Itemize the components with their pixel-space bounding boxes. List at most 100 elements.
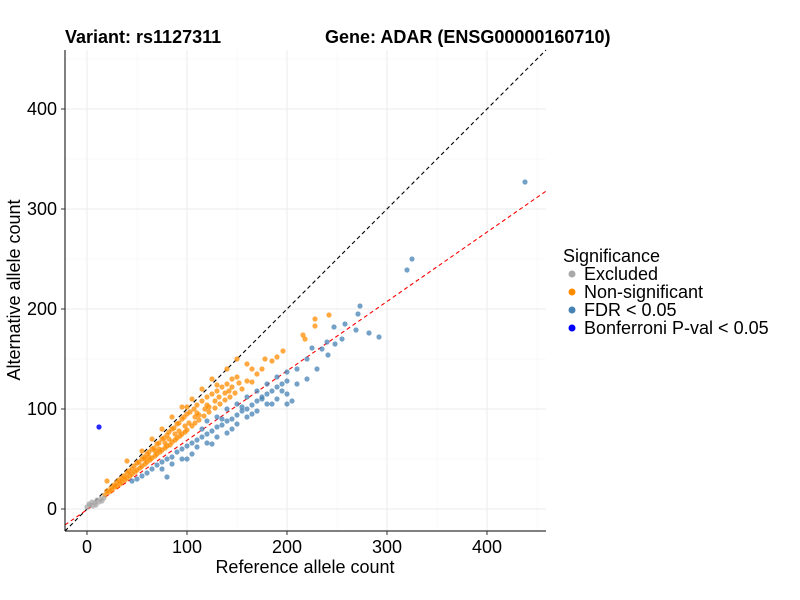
x-tick-label: 200 [272, 537, 302, 557]
data-point [302, 336, 308, 342]
data-point [199, 434, 205, 440]
data-point [234, 421, 240, 427]
data-point [179, 456, 185, 462]
data-point [239, 404, 245, 410]
data-point [194, 402, 200, 408]
data-point [154, 462, 160, 468]
data-point [312, 316, 318, 322]
legend-key-3 [568, 324, 576, 332]
data-point [229, 426, 235, 432]
data-point [169, 454, 175, 460]
data-point [304, 376, 310, 382]
data-point [139, 473, 145, 479]
data-point [204, 402, 210, 408]
data-point [229, 416, 235, 422]
data-point [229, 384, 235, 390]
data-point [289, 398, 295, 404]
data-point [326, 312, 332, 318]
data-point [332, 341, 338, 347]
data-point [146, 454, 152, 460]
data-point [214, 414, 220, 420]
data-point [194, 437, 200, 443]
data-point [269, 401, 275, 407]
data-point [244, 378, 250, 384]
data-point [214, 382, 220, 388]
data-point [236, 380, 242, 386]
data-point [522, 179, 528, 185]
x-axis-label: Reference allele count [215, 557, 394, 577]
data-point [284, 391, 290, 397]
data-point [156, 446, 162, 452]
data-point [212, 405, 218, 411]
data-point [224, 418, 230, 424]
data-point [209, 441, 215, 447]
data-point [222, 390, 228, 396]
data-point [142, 456, 148, 462]
data-point [192, 414, 198, 420]
data-point [219, 416, 225, 422]
data-point [325, 352, 331, 358]
data-point [206, 409, 212, 415]
data-point [264, 401, 270, 407]
data-point [204, 418, 210, 424]
data-point [259, 366, 265, 372]
data-point [264, 381, 270, 387]
data-point [331, 324, 337, 330]
data-point [254, 388, 260, 394]
data-point [234, 401, 240, 407]
data-point [234, 412, 240, 418]
legend-label: Excluded [584, 264, 658, 284]
data-point [194, 444, 200, 450]
legend: Significance ExcludedNon-significantFDR … [563, 246, 769, 338]
data-point [194, 410, 200, 416]
data-point [279, 381, 285, 387]
gridlines [65, 50, 546, 531]
data-point [269, 388, 275, 394]
legend-key-0 [568, 270, 576, 278]
data-point [164, 456, 170, 462]
data-point [156, 440, 162, 446]
data-point [159, 426, 165, 432]
data-point [199, 426, 205, 432]
data-point [124, 458, 130, 464]
data-point [244, 361, 250, 367]
data-point [159, 466, 165, 472]
data-point [319, 346, 325, 352]
data-point [342, 321, 348, 327]
legend-key-1 [568, 288, 576, 296]
data-point [202, 406, 208, 412]
x-tick-label: 400 [472, 537, 502, 557]
data-point [159, 459, 165, 465]
data-point [304, 356, 310, 362]
data-point [279, 388, 285, 394]
data-point [249, 402, 255, 408]
legend-title: Significance [563, 246, 660, 266]
data-point [222, 397, 228, 403]
x-tick-label: 300 [372, 537, 402, 557]
data-point [284, 378, 290, 384]
data-point [376, 334, 382, 340]
data-point [196, 417, 202, 423]
data-point [169, 461, 175, 467]
title-gene: Gene: ADAR (ENSG00000160710) [325, 27, 610, 47]
data-point [224, 366, 230, 372]
data-point [224, 381, 230, 387]
legend-label: Bonferroni P-val < 0.05 [584, 318, 769, 338]
data-point [353, 327, 359, 333]
data-point [244, 406, 250, 412]
data-point [201, 413, 207, 419]
data-point [176, 428, 182, 434]
data-point [357, 303, 363, 309]
data-point [152, 448, 158, 454]
data-point [199, 398, 205, 404]
data-point [172, 431, 178, 437]
data-point [217, 401, 223, 407]
data-point [284, 401, 290, 407]
data-point [139, 448, 145, 454]
data-point [134, 476, 140, 482]
data-point [244, 394, 250, 400]
data-point [232, 390, 238, 396]
y-tick-label: 100 [27, 399, 57, 419]
